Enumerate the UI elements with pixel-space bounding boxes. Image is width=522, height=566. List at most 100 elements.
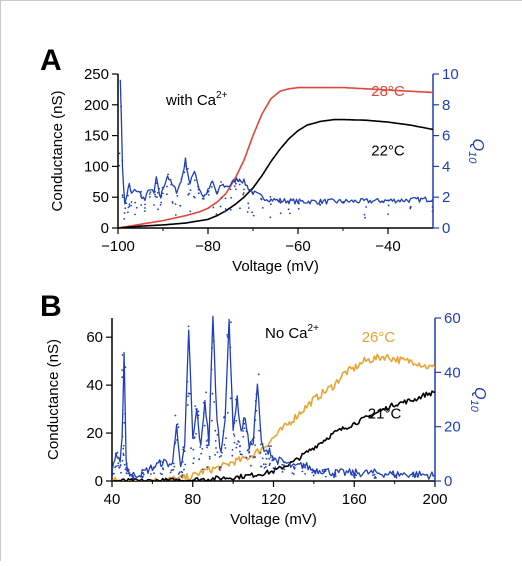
q10-point bbox=[373, 473, 376, 476]
q10-point bbox=[195, 408, 198, 410]
q10-point bbox=[166, 193, 168, 196]
q10-point bbox=[372, 474, 374, 476]
q10-point bbox=[223, 416, 226, 418]
chart-panel-a: A −100 −80 −60 −40 0 50 100 150 200 250 0 2 4 6 8 10 Volt… bbox=[40, 44, 486, 275]
q10-point bbox=[221, 451, 223, 454]
y2-tick-label: 10 bbox=[442, 66, 459, 83]
q10-point bbox=[193, 179, 196, 182]
q10-point bbox=[127, 211, 129, 214]
q10-point bbox=[269, 195, 272, 198]
q10-point bbox=[387, 204, 390, 207]
q10-point bbox=[270, 203, 272, 206]
q10-point bbox=[325, 475, 327, 478]
q10-point bbox=[268, 464, 271, 466]
q10-point bbox=[220, 181, 223, 183]
q10-point bbox=[301, 470, 304, 473]
q10-point bbox=[246, 211, 249, 213]
q10-point bbox=[214, 440, 217, 442]
q10-point bbox=[432, 474, 435, 477]
q10-point bbox=[415, 472, 418, 475]
q10-point bbox=[283, 461, 286, 464]
q10-point bbox=[169, 471, 172, 474]
q10-point bbox=[184, 162, 187, 164]
q10-point bbox=[387, 199, 390, 202]
q10-point bbox=[150, 473, 152, 475]
q10-point bbox=[153, 467, 156, 469]
q10-point bbox=[245, 456, 248, 459]
q10-point bbox=[197, 192, 200, 195]
q10-point bbox=[283, 468, 286, 471]
q10-point bbox=[121, 354, 124, 356]
q10-point bbox=[130, 204, 133, 207]
q10-point bbox=[431, 210, 433, 213]
q10-point bbox=[112, 475, 113, 478]
q10-point bbox=[231, 449, 234, 451]
q10-point bbox=[242, 419, 245, 422]
y2-tick-label: 2 bbox=[442, 189, 450, 206]
q10-point bbox=[269, 462, 271, 465]
x-tick-label: 80 bbox=[184, 491, 201, 508]
series-line-q10 bbox=[112, 315, 435, 480]
q10-point bbox=[122, 447, 125, 450]
q10-point bbox=[243, 188, 245, 191]
q10-point bbox=[180, 178, 183, 180]
q10-point bbox=[231, 454, 234, 457]
q10-point bbox=[264, 453, 267, 456]
q10-point bbox=[187, 325, 190, 328]
x-tick-label: 40 bbox=[104, 491, 121, 508]
q10-point bbox=[229, 397, 232, 400]
y2-tick-label: 60 bbox=[444, 310, 461, 327]
q10-point bbox=[118, 152, 121, 155]
q10-point bbox=[156, 192, 159, 194]
q10-point bbox=[125, 466, 128, 469]
q10-point bbox=[148, 193, 151, 195]
q10-point bbox=[355, 474, 357, 477]
q10-point bbox=[278, 200, 281, 203]
q10-point bbox=[211, 392, 214, 395]
q10-point bbox=[201, 197, 204, 200]
q10-point bbox=[144, 203, 147, 206]
q10-point bbox=[251, 438, 254, 440]
q10-point bbox=[125, 202, 128, 205]
x-tick-label: −40 bbox=[375, 238, 400, 255]
q10-point bbox=[212, 206, 215, 209]
q10-point bbox=[118, 164, 121, 167]
q10-point bbox=[265, 466, 267, 468]
q10-point bbox=[314, 470, 316, 472]
q10-point bbox=[161, 467, 164, 470]
q10-point bbox=[263, 467, 266, 469]
q10-point bbox=[181, 474, 184, 476]
q10-point bbox=[269, 456, 272, 459]
q10-point bbox=[181, 460, 184, 463]
q10-point bbox=[302, 463, 305, 465]
q10-point bbox=[238, 441, 240, 443]
q10-point bbox=[342, 202, 345, 204]
q10-point bbox=[197, 185, 200, 188]
q10-point bbox=[177, 426, 180, 429]
x-tick-label: −100 bbox=[101, 238, 135, 255]
q10-point bbox=[232, 433, 235, 435]
q10-point bbox=[291, 472, 294, 474]
q10-point bbox=[203, 424, 206, 427]
plot-area bbox=[118, 79, 433, 228]
q10-point bbox=[176, 195, 179, 197]
q10-point bbox=[194, 405, 197, 407]
q10-point bbox=[351, 474, 354, 476]
q10-point bbox=[314, 472, 317, 474]
q10-point bbox=[226, 336, 229, 338]
q10-point bbox=[251, 440, 253, 442]
q10-point bbox=[122, 444, 125, 447]
q10-point bbox=[432, 201, 433, 204]
q10-point bbox=[206, 439, 209, 441]
q10-point bbox=[206, 446, 209, 449]
q10-point bbox=[302, 464, 305, 467]
q10-point bbox=[215, 213, 218, 216]
q10-point bbox=[174, 414, 177, 417]
q10-point bbox=[242, 192, 245, 194]
q10-point bbox=[287, 208, 290, 211]
q10-point bbox=[203, 412, 205, 414]
q10-point bbox=[414, 475, 417, 478]
q10-point bbox=[205, 391, 208, 394]
q10-point bbox=[273, 469, 276, 472]
